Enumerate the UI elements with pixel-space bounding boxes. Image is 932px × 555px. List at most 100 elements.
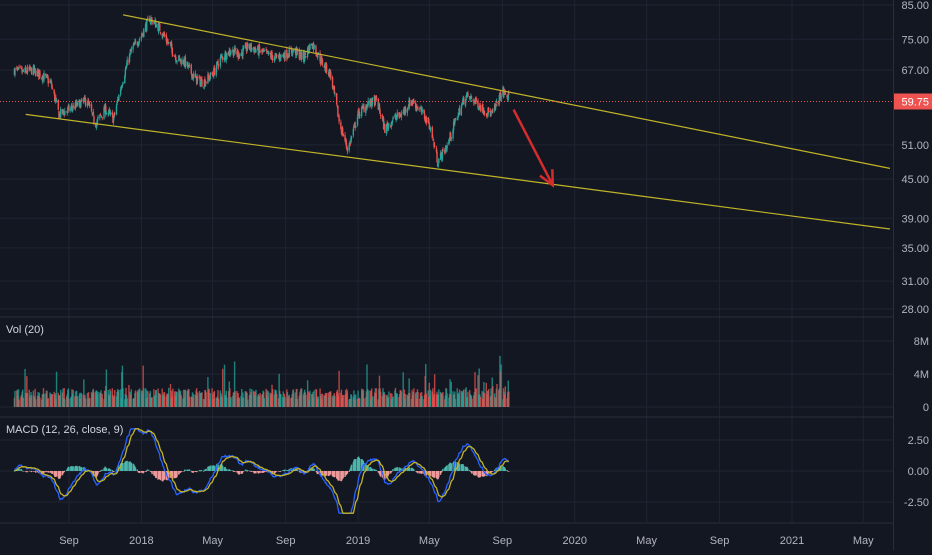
- volume-bar: [142, 365, 144, 407]
- macd-line: [13, 428, 510, 514]
- macd-histogram-bar: [330, 471, 332, 475]
- volume-bar: [59, 389, 62, 407]
- macd-histogram-bar: [245, 469, 247, 471]
- candle-body: [436, 152, 438, 163]
- candle-body: [399, 114, 401, 118]
- macd-histogram-bar: [213, 466, 216, 471]
- candle-body: [441, 149, 444, 161]
- volume-bar: [122, 388, 124, 407]
- macd-histogram-bar: [151, 471, 153, 475]
- candle-body: [217, 61, 219, 65]
- candle-body: [379, 109, 381, 114]
- volume-pane-label: Vol (20): [6, 324, 44, 336]
- candle-body: [423, 113, 426, 119]
- candle-body: [379, 114, 382, 117]
- candle-body: [296, 50, 299, 53]
- candle-body: [337, 106, 339, 117]
- candle-body: [298, 50, 301, 59]
- time-axis-tick: Sep: [59, 535, 79, 547]
- volume-bar: [346, 391, 349, 407]
- macd-histogram-bar: [248, 470, 251, 472]
- prediction-arrow: [512, 109, 554, 186]
- candle-body: [395, 117, 398, 119]
- candle-body: [290, 48, 293, 54]
- volume-bar: [375, 388, 378, 407]
- macd-histogram-bar: [379, 471, 382, 477]
- candle-body: [230, 51, 232, 53]
- volume-axis-tick: 8M: [914, 336, 929, 348]
- macd-histogram-bar: [396, 467, 398, 471]
- volume-bar: [76, 396, 79, 407]
- volume-bar: [17, 389, 20, 407]
- volume-bar: [168, 387, 170, 407]
- volume-bar: [176, 391, 178, 407]
- volume-bar: [22, 397, 24, 407]
- candle-body: [18, 66, 20, 68]
- candle-body: [410, 100, 413, 106]
- candle-body: [154, 20, 157, 28]
- macd-histogram-bar: [159, 471, 162, 481]
- volume-bar: [425, 393, 428, 407]
- macd-histogram-bar: [226, 469, 228, 471]
- volume-bar: [184, 389, 187, 407]
- candle-body: [24, 66, 27, 70]
- candle-body: [428, 123, 431, 129]
- price-axis-tick: 85.00: [901, 0, 929, 12]
- volume-bar: [267, 391, 270, 407]
- candle-body: [350, 136, 353, 139]
- candle-body: [387, 125, 390, 130]
- candle-body: [203, 86, 205, 88]
- candle-body: [460, 105, 463, 116]
- candle-body: [46, 76, 49, 78]
- macd-histogram-bar: [276, 471, 278, 472]
- macd-histogram-bar: [134, 467, 137, 471]
- candle-body: [375, 97, 378, 99]
- candle-body: [87, 100, 90, 104]
- macd-histogram-bar: [192, 471, 195, 473]
- candle-body: [265, 49, 268, 52]
- macd-histogram-bar: [446, 465, 448, 471]
- volume-bar: [359, 398, 361, 407]
- volume-bar: [226, 397, 228, 407]
- candle-body: [325, 64, 328, 73]
- macd-histogram-bar: [43, 471, 45, 473]
- time-axis-tick: May: [853, 535, 874, 547]
- candle-body: [291, 53, 293, 55]
- macd-histogram-bar: [105, 468, 108, 471]
- time-axis-tick: Sep: [710, 535, 730, 547]
- volume-bar: [276, 393, 278, 407]
- candle-body: [138, 38, 141, 41]
- candle-body: [71, 108, 74, 110]
- candle-body: [242, 47, 245, 49]
- volume-bar: [138, 388, 141, 407]
- volume-bar: [62, 388, 64, 407]
- volume-bar: [169, 384, 172, 407]
- volume-bar: [208, 388, 210, 407]
- volume-bar: [192, 394, 195, 407]
- macd-histogram-bar: [199, 470, 201, 472]
- macd-histogram-bar: [313, 468, 315, 471]
- volume-bar: [201, 392, 203, 407]
- volume-bar: [429, 389, 432, 407]
- volume-bar: [263, 398, 265, 407]
- candle-body: [269, 52, 271, 55]
- macd-histogram-bar: [508, 471, 510, 472]
- candle-body: [479, 105, 482, 111]
- macd-histogram-bar: [315, 470, 317, 472]
- candle-body: [226, 52, 228, 59]
- candle-body: [452, 129, 454, 139]
- candle-body: [398, 112, 400, 117]
- price-axis-tick: 35.00: [901, 243, 929, 255]
- volume-bar: [47, 398, 49, 407]
- macd-histogram-bar: [55, 471, 58, 477]
- candle-body: [84, 98, 87, 106]
- macd-histogram-bar: [241, 471, 244, 474]
- macd-histogram-bar: [392, 469, 394, 471]
- candle-body: [471, 99, 473, 101]
- candle-body: [411, 102, 414, 104]
- volume-bar: [97, 391, 99, 407]
- candle-body: [273, 58, 276, 62]
- volume-bar: [330, 391, 332, 407]
- volume-bar: [392, 396, 394, 407]
